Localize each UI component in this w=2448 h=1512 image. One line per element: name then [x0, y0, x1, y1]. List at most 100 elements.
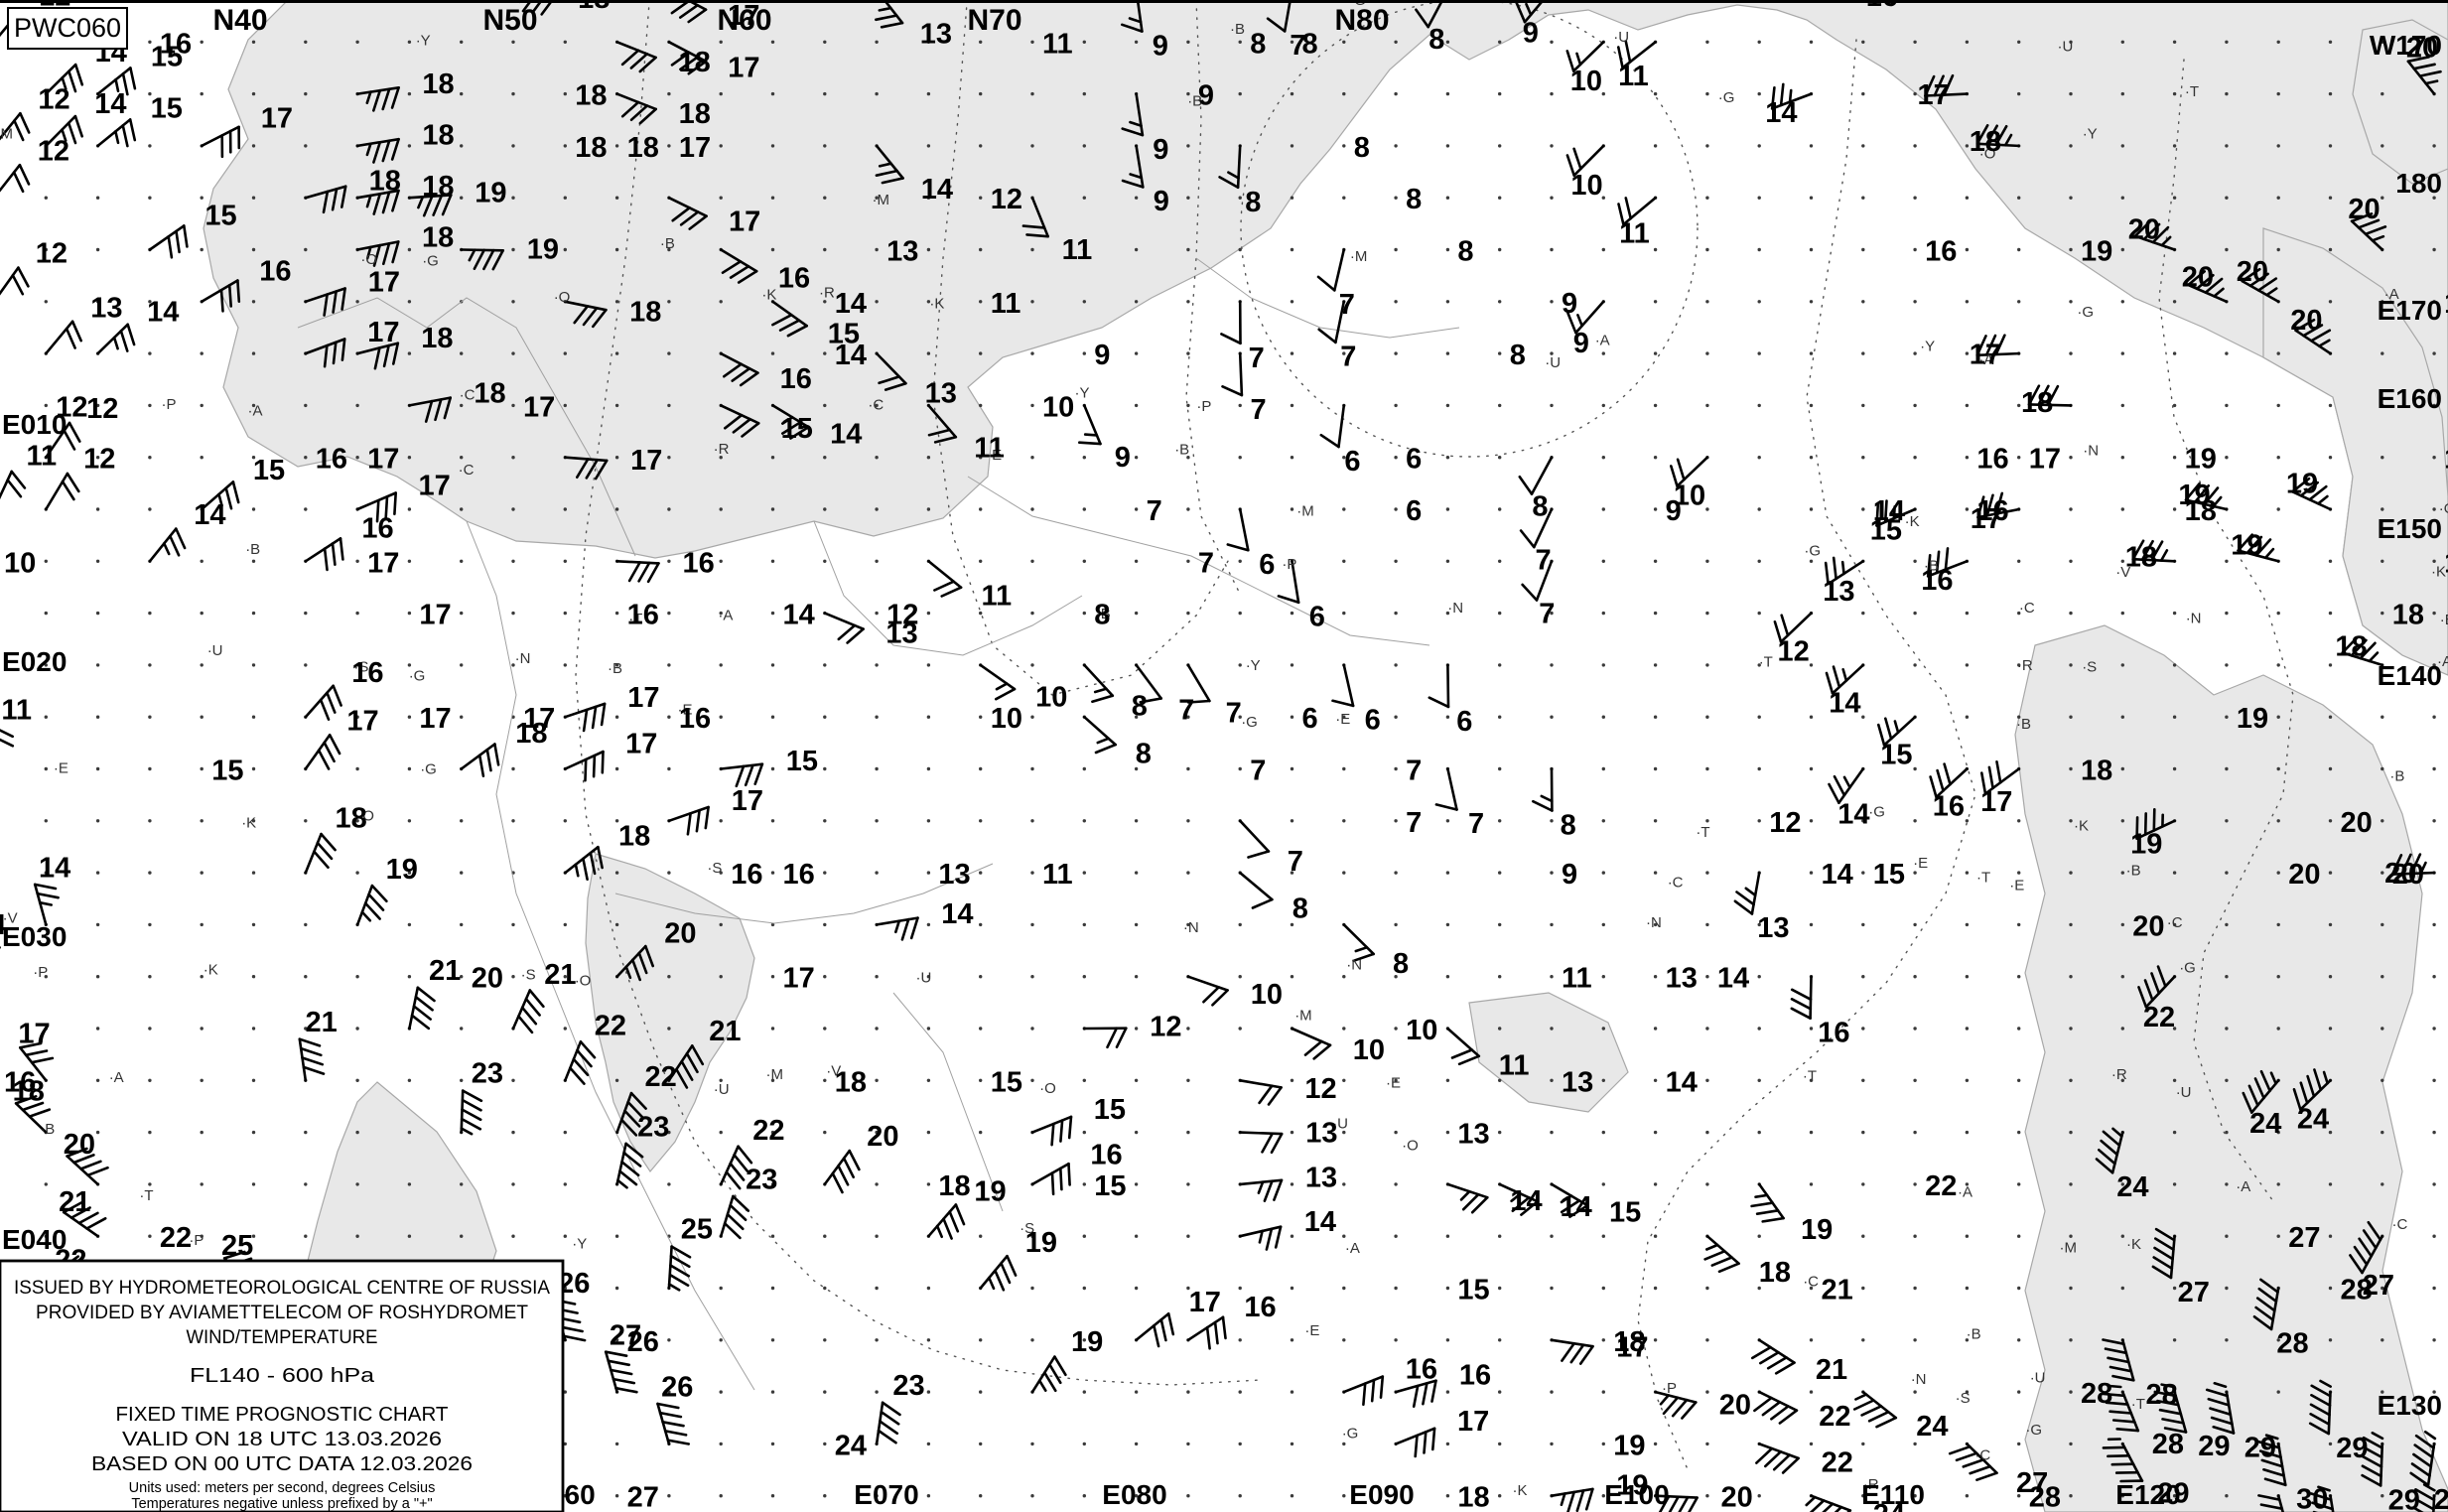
svg-text:·M: ·M: [2060, 1239, 2078, 1256]
svg-text:·K: ·K: [204, 962, 218, 979]
svg-text:13: 13: [1305, 1162, 1337, 1193]
svg-text:20: 20: [2237, 256, 2268, 288]
svg-text:11: 11: [1042, 859, 1073, 891]
svg-text:20: 20: [64, 1129, 95, 1161]
svg-text:12: 12: [886, 600, 918, 631]
svg-text:15: 15: [151, 41, 183, 72]
svg-text:11: 11: [1562, 963, 1592, 995]
svg-text:17: 17: [368, 267, 400, 299]
svg-text:21: 21: [709, 1016, 741, 1047]
svg-text:·A: ·A: [109, 1069, 124, 1086]
svg-text:·N: ·N: [1911, 1371, 1927, 1388]
svg-text:N70: N70: [967, 4, 1021, 37]
svg-text:25: 25: [681, 1214, 713, 1246]
svg-text:·B: ·B: [2440, 612, 2448, 628]
svg-text:·E: ·E: [54, 759, 68, 776]
svg-text:·B: ·B: [2126, 862, 2141, 879]
svg-text:17: 17: [732, 785, 763, 817]
svg-text:·B: ·B: [245, 541, 260, 558]
svg-text:19: 19: [2081, 236, 2112, 268]
svg-text:19: 19: [1613, 1430, 1645, 1461]
svg-text:27: 27: [2178, 1277, 2210, 1308]
svg-text:10: 10: [991, 703, 1022, 735]
svg-text:·O: ·O: [554, 289, 571, 306]
svg-text:7: 7: [1147, 495, 1162, 527]
svg-text:11: 11: [991, 288, 1021, 320]
svg-text:30: 30: [2296, 1484, 2328, 1512]
svg-text:17: 17: [1971, 503, 2002, 535]
svg-text:E070: E070: [854, 1479, 918, 1510]
svg-text:14: 14: [1304, 1206, 1336, 1238]
svg-text:12: 12: [1778, 636, 1810, 668]
svg-text:·N: ·N: [515, 650, 531, 667]
svg-text:FIXED TIME PROGNOSTIC CHART: FIXED TIME PROGNOSTIC CHART: [116, 1404, 449, 1426]
svg-text:18: 18: [835, 1066, 867, 1098]
svg-text:17: 17: [346, 705, 378, 737]
svg-text:Units used: meters per second,: Units used: meters per second, degrees C…: [129, 1480, 436, 1496]
svg-text:15: 15: [204, 200, 236, 231]
svg-text:20: 20: [472, 963, 503, 995]
svg-text:·N: ·N: [1646, 914, 1662, 931]
svg-text:18: 18: [422, 171, 454, 203]
svg-text:16: 16: [1921, 565, 1953, 597]
svg-text:20: 20: [2341, 807, 2373, 839]
svg-text:·C: ·C: [2392, 1216, 2408, 1233]
svg-text:16: 16: [778, 262, 810, 294]
svg-text:22: 22: [2143, 1002, 2175, 1033]
svg-text:·U: ·U: [2030, 1370, 2046, 1387]
svg-text:16: 16: [259, 255, 291, 287]
svg-text:13: 13: [1666, 963, 1698, 995]
svg-text:·A: ·A: [248, 402, 263, 419]
svg-text:N60: N60: [717, 4, 771, 37]
svg-text:18: 18: [2392, 600, 2424, 631]
svg-text:11: 11: [1499, 1050, 1530, 1082]
svg-text:18: 18: [2444, 444, 2448, 476]
svg-text:16: 16: [351, 657, 383, 689]
svg-text:·U: ·U: [1613, 29, 1629, 46]
svg-text:17: 17: [367, 444, 399, 476]
svg-text:17: 17: [419, 600, 451, 631]
svg-text:15: 15: [1457, 1275, 1489, 1306]
svg-text:17: 17: [1189, 1287, 1221, 1318]
svg-text:7: 7: [1339, 289, 1355, 321]
svg-text:29: 29: [2336, 1433, 2368, 1464]
svg-text:18: 18: [575, 80, 607, 112]
svg-text:17: 17: [783, 963, 815, 995]
svg-text:15: 15: [253, 455, 285, 486]
svg-text:15: 15: [1094, 1094, 1126, 1126]
svg-text:18: 18: [422, 222, 454, 254]
svg-text:·K: ·K: [2074, 818, 2089, 835]
svg-text:16: 16: [316, 444, 347, 476]
svg-text:13: 13: [1823, 576, 1854, 608]
svg-text:18: 18: [618, 820, 650, 852]
svg-text:8: 8: [1245, 187, 1261, 218]
svg-text:17: 17: [1918, 79, 1950, 111]
svg-text:12: 12: [1150, 1012, 1181, 1043]
svg-text:8: 8: [1428, 24, 1444, 56]
svg-text:·A: ·A: [1595, 332, 1610, 348]
svg-text:9: 9: [1666, 495, 1682, 527]
svg-text:FL140 - 600 hPa: FL140 - 600 hPa: [190, 1365, 375, 1387]
svg-text:6: 6: [1302, 703, 1318, 735]
svg-text:22: 22: [645, 1061, 677, 1093]
svg-text:·K: ·K: [2126, 1236, 2141, 1253]
svg-text:7: 7: [1536, 545, 1552, 577]
svg-text:18: 18: [369, 165, 401, 197]
svg-text:17: 17: [630, 445, 662, 477]
svg-text:15: 15: [151, 92, 183, 124]
svg-text:·G: ·G: [2179, 960, 2196, 977]
svg-text:20: 20: [867, 1121, 898, 1153]
svg-text:18: 18: [627, 132, 659, 164]
svg-text:10: 10: [1035, 681, 1067, 713]
svg-text:18: 18: [629, 296, 661, 328]
svg-text:19: 19: [2444, 288, 2448, 320]
svg-text:9: 9: [1198, 80, 1214, 112]
svg-text:21: 21: [306, 1007, 338, 1038]
svg-text:24: 24: [2249, 1108, 2281, 1140]
svg-text:12: 12: [991, 184, 1022, 215]
svg-text:·U: ·U: [714, 1081, 730, 1098]
svg-text:8: 8: [1393, 948, 1409, 980]
svg-text:7: 7: [1178, 694, 1194, 726]
svg-text:·K: ·K: [241, 814, 256, 831]
svg-text:29: 29: [2434, 1484, 2448, 1512]
